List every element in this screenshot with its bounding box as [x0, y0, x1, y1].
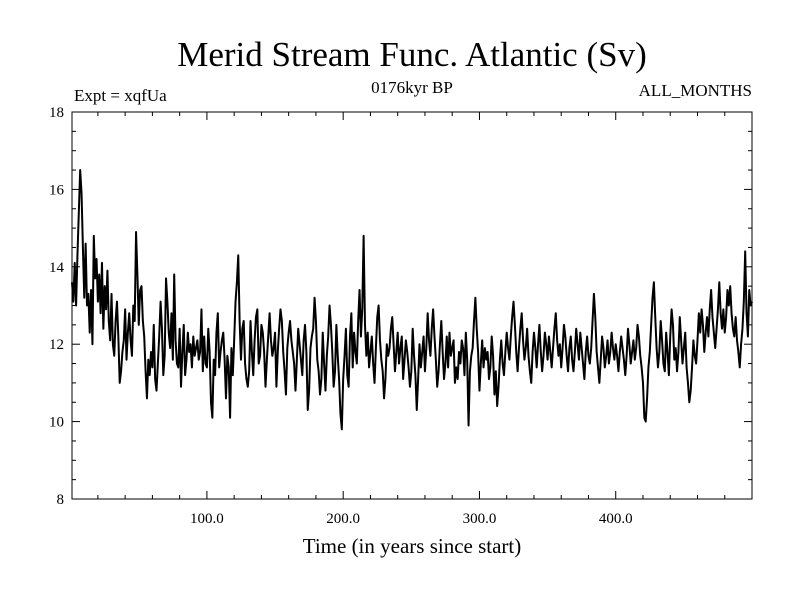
y-tick-label: 18: [49, 105, 64, 121]
axis-tick-labels: 100.0 200.0 300.0 400.0 8 10 12 14 16 18: [49, 105, 633, 527]
y-tick-label: 12: [49, 337, 64, 353]
x-tick-label: 100.0: [190, 511, 224, 527]
x-tick-label: 200.0: [326, 511, 360, 527]
chart-title: Merid Stream Func. Atlantic (Sv): [177, 35, 647, 74]
axis-ticks: [72, 112, 752, 499]
y-tick-label: 10: [49, 415, 64, 431]
period-label: 0176kyr BP: [371, 78, 453, 97]
y-tick-label: 8: [57, 492, 65, 508]
series-line: [71, 169, 753, 431]
x-tick-label: 300.0: [463, 511, 497, 527]
months-label: ALL_MONTHS: [639, 81, 752, 100]
experiment-label: Expt = xqfUa: [74, 86, 167, 105]
y-tick-label: 16: [49, 182, 65, 198]
x-tick-label: 400.0: [599, 511, 633, 527]
y-tick-label: 14: [49, 260, 65, 276]
x-axis-label: Time (in years since start): [303, 534, 522, 558]
plot-frame: [71, 111, 753, 500]
